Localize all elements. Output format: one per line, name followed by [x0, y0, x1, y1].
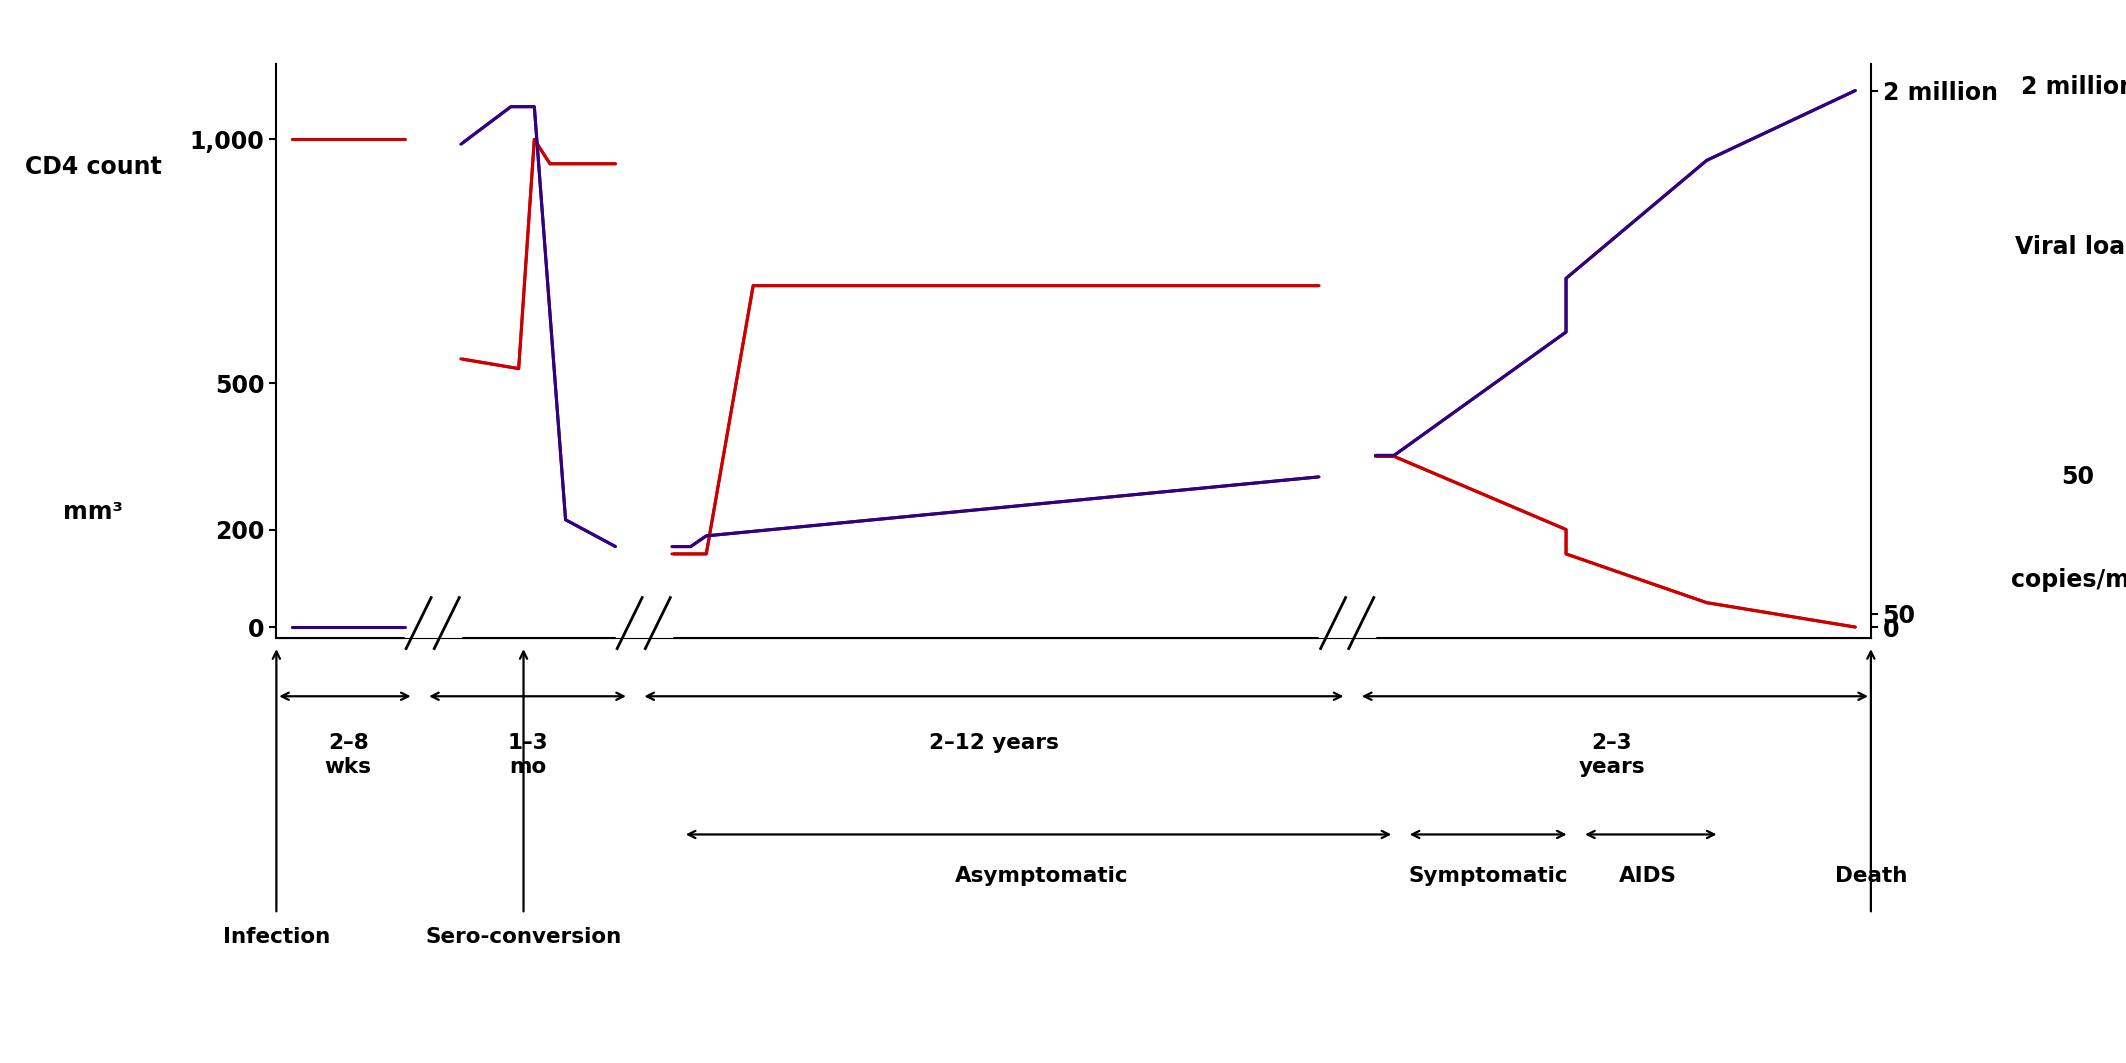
- Text: Asymptomatic: Asymptomatic: [955, 866, 1129, 887]
- Text: 50: 50: [2062, 466, 2094, 489]
- Text: 2–3
years: 2–3 years: [1577, 733, 1646, 777]
- Text: Symptomatic: Symptomatic: [1407, 866, 1569, 887]
- Text: CD4 count: CD4 count: [26, 155, 162, 179]
- Text: copies/mL: copies/mL: [2011, 569, 2126, 592]
- Text: mm³: mm³: [64, 500, 123, 523]
- Text: AIDS: AIDS: [1618, 866, 1677, 887]
- Bar: [404, 37, 461, 670]
- Text: 2–8
wks: 2–8 wks: [325, 733, 372, 777]
- Text: Infection: Infection: [223, 927, 330, 947]
- Text: 2 million: 2 million: [2020, 74, 2126, 99]
- Text: Death: Death: [1835, 866, 1907, 887]
- Text: 2–12 years: 2–12 years: [929, 733, 1059, 754]
- Bar: [617, 37, 672, 670]
- Bar: [1318, 37, 1376, 670]
- Text: Sero-conversion: Sero-conversion: [425, 927, 621, 947]
- Text: 1–3
mo: 1–3 mo: [508, 733, 549, 777]
- Text: Viral load: Viral load: [2015, 236, 2126, 259]
